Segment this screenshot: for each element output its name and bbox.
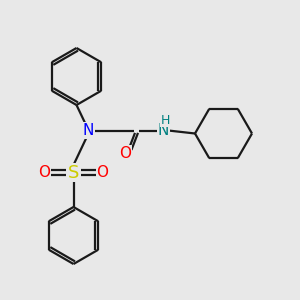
Text: N: N xyxy=(158,123,169,138)
Text: S: S xyxy=(68,164,79,181)
Text: O: O xyxy=(38,165,50,180)
Text: O: O xyxy=(119,146,131,161)
Text: N: N xyxy=(83,123,94,138)
Text: H: H xyxy=(160,113,170,127)
Text: O: O xyxy=(97,165,109,180)
Text: N: N xyxy=(83,123,94,138)
Text: S: S xyxy=(68,164,79,181)
Text: N: N xyxy=(158,123,169,138)
